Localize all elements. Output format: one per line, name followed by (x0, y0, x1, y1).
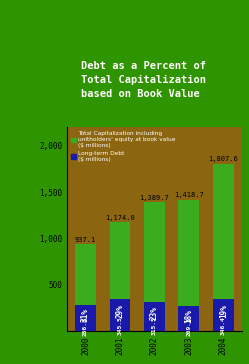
Text: 29%: 29% (116, 304, 124, 318)
Text: 345.5: 345.5 (118, 316, 123, 335)
Text: 1,174.0: 1,174.0 (105, 215, 135, 221)
Bar (144, 302, 165, 331)
Text: 19%: 19% (219, 304, 228, 318)
Text: 23%: 23% (150, 306, 159, 320)
Text: 286.8: 286.8 (83, 317, 88, 336)
Bar (179, 306, 199, 331)
Legend: Total Capitalization including
unitholders' equity at book value
($ millions), L: Total Capitalization including unitholde… (70, 130, 177, 163)
Bar (110, 222, 130, 331)
Bar (75, 244, 96, 331)
Bar (179, 200, 199, 331)
Bar (110, 299, 130, 331)
Text: 346.4: 346.4 (221, 316, 226, 335)
Text: 937.1: 937.1 (75, 237, 96, 243)
Bar (213, 164, 234, 331)
Text: 18%: 18% (184, 309, 193, 323)
Bar (144, 202, 165, 331)
Bar (75, 305, 96, 331)
Text: 269.3: 269.3 (186, 317, 191, 336)
Text: 1,418.7: 1,418.7 (174, 193, 204, 198)
Bar (213, 299, 234, 331)
Text: 1,389.7: 1,389.7 (139, 195, 169, 201)
Text: 31%: 31% (81, 308, 90, 322)
Text: 315.5: 315.5 (152, 317, 157, 335)
Text: 1,807.6: 1,807.6 (208, 157, 238, 162)
Text: Debt as a Percent of
Total Capitalization
based on Book Value: Debt as a Percent of Total Capitalizatio… (81, 61, 206, 99)
